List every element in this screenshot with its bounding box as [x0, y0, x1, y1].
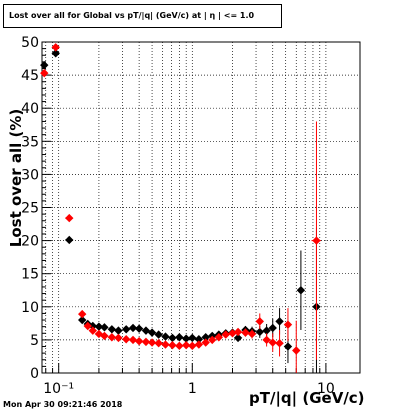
data-point [255, 327, 264, 337]
y-tick-label: 10 [21, 300, 39, 316]
data-point [188, 333, 197, 343]
data-point [154, 330, 163, 339]
y-tick-label: 30 [21, 167, 39, 183]
data-point [114, 333, 123, 343]
data-point [201, 338, 210, 347]
data-point [128, 323, 138, 333]
data-point [114, 326, 123, 335]
data-point [147, 338, 157, 347]
data-point [201, 333, 210, 342]
data-point [161, 332, 170, 341]
data-point [283, 342, 293, 351]
data-point [208, 335, 217, 345]
data-point [40, 60, 49, 70]
data-point [88, 321, 97, 331]
data-point [65, 235, 74, 245]
data-point [94, 329, 104, 339]
data-point [233, 333, 243, 343]
timestamp: Mon Apr 30 09:21:46 2018 [3, 400, 123, 409]
data-point [241, 328, 250, 337]
data-point [51, 43, 60, 52]
y-tick-label: 0 [30, 366, 39, 382]
data-point [100, 323, 109, 332]
data-point [83, 321, 92, 331]
data-point [228, 329, 237, 338]
x-tick-label: 10⁻¹ [43, 381, 74, 397]
y-tick-label: 50 [21, 35, 39, 51]
data-point [194, 335, 204, 344]
data-point [65, 213, 74, 223]
data-point [40, 68, 49, 78]
data-point [128, 335, 138, 345]
data-point [262, 335, 271, 345]
data-point [100, 331, 109, 341]
data-point [121, 325, 131, 334]
data-point [175, 341, 184, 351]
data-point [221, 330, 230, 339]
data-point [121, 335, 131, 344]
data-point [255, 317, 264, 326]
data-point [94, 322, 104, 331]
data-point [78, 309, 87, 319]
data-point [168, 333, 177, 343]
y-tick-label: 25 [21, 201, 39, 217]
y-tick-label: 5 [30, 333, 39, 349]
y-tick-label: 20 [21, 234, 39, 250]
data-point [247, 329, 257, 339]
data-point [134, 337, 144, 346]
data-point [147, 328, 157, 337]
data-point [161, 340, 170, 349]
data-point [268, 338, 277, 347]
chart-title: Lost over all for Global vs pT/|q| (GeV/… [3, 4, 282, 28]
data-point [181, 334, 191, 343]
data-point [194, 340, 204, 349]
data-point [275, 339, 284, 348]
data-point [312, 236, 321, 245]
data-point [268, 323, 277, 333]
data-point [51, 49, 60, 58]
data-point [262, 326, 271, 335]
x-tick-label: 1 [188, 381, 197, 397]
x-axis-label: pT/|q| (GeV/c) [249, 389, 365, 407]
data-point [107, 333, 117, 342]
data-point [283, 320, 293, 329]
x-tick-label: 10 [317, 381, 335, 397]
data-point [214, 333, 224, 342]
data-point [141, 337, 151, 347]
y-tick-label: 40 [21, 101, 39, 117]
data-point [296, 286, 306, 295]
data-point [134, 324, 144, 333]
y-tick-label: 45 [21, 68, 39, 84]
data-point [107, 325, 117, 334]
data-point [188, 341, 197, 351]
data-point [181, 340, 191, 350]
data-point [175, 333, 184, 342]
data-point [88, 326, 97, 335]
data-point [275, 317, 284, 326]
data-point [154, 339, 163, 348]
data-point [78, 315, 87, 325]
y-tick-label: 35 [21, 134, 39, 150]
y-axis-label: Lost over all (%) [7, 108, 25, 248]
data-point [292, 346, 301, 355]
data-point [168, 340, 177, 350]
data-point [233, 327, 243, 337]
y-tick-label: 15 [21, 267, 39, 283]
